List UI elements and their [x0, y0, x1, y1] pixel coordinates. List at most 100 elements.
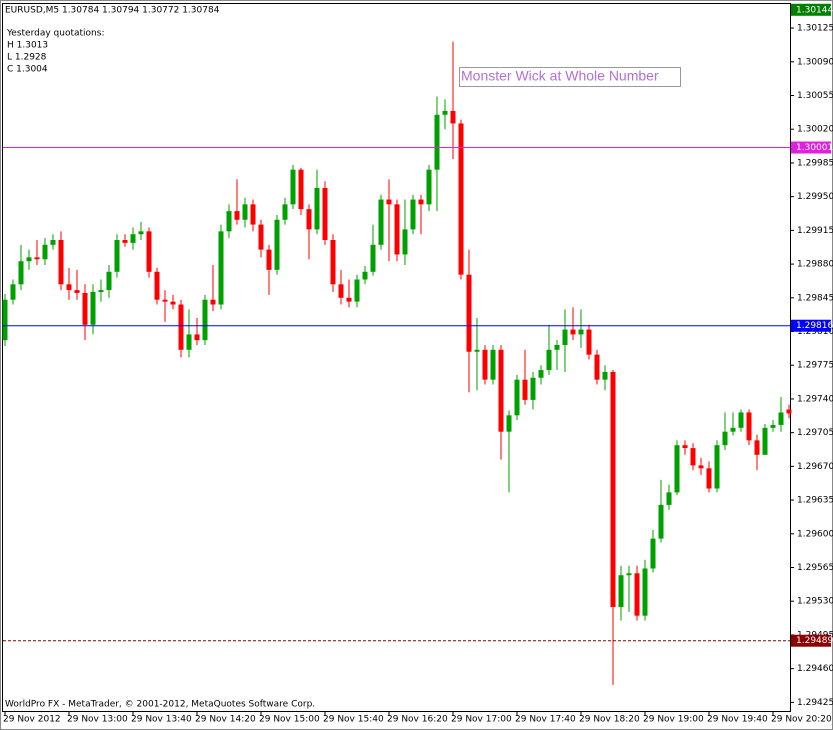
candle-body	[226, 211, 232, 232]
candle-body	[762, 427, 768, 455]
candle-body	[250, 204, 256, 225]
candle-body	[514, 379, 520, 416]
x-tick-label: 29 Nov 13:00	[67, 715, 128, 725]
candle-body	[10, 284, 16, 300]
price-level-label: 1.29816	[796, 321, 833, 331]
y-tick-label: 1.29600	[797, 529, 833, 539]
candle-body	[482, 349, 488, 380]
candle-body	[42, 244, 48, 260]
candle-body	[706, 468, 712, 489]
candle-body	[610, 371, 616, 608]
y-tick-label: 1.29670	[797, 462, 833, 472]
y-tick-label: 1.29880	[797, 260, 833, 270]
x-tick-label: 29 Nov 15:40	[323, 715, 384, 725]
candle-body	[122, 240, 128, 243]
candle-body	[618, 575, 624, 608]
y-tick-label: 1.29530	[797, 597, 833, 607]
candle-body	[18, 261, 24, 285]
candle-body	[650, 538, 656, 569]
candle-body	[538, 370, 544, 378]
y-tick-label: 1.29775	[797, 361, 833, 371]
price-level-box	[791, 319, 831, 332]
candle-body	[106, 271, 112, 291]
candle-body	[754, 440, 760, 455]
price-level-box	[791, 634, 831, 647]
candle-body	[778, 412, 784, 425]
y-tick-label: 1.30055	[797, 91, 833, 101]
candle-body	[90, 292, 96, 325]
candle-body	[218, 231, 224, 305]
y-tick-label: 1.29635	[797, 496, 833, 506]
candle-body	[242, 204, 248, 220]
candle-body	[378, 199, 384, 245]
candle-body	[362, 271, 368, 280]
candle-body	[194, 334, 200, 341]
candle-body	[642, 568, 648, 616]
candle-body	[458, 123, 464, 275]
candle-body	[546, 349, 552, 371]
x-tick-label: 29 Nov 15:00	[259, 715, 320, 725]
annotation-box	[459, 67, 681, 87]
price-level-box	[791, 141, 831, 154]
candle-body	[130, 234, 136, 243]
candle-body	[490, 349, 496, 380]
y-tick-label: 1.29985	[797, 158, 833, 168]
candle-body	[522, 379, 528, 400]
candle-body	[154, 271, 160, 300]
x-tick-label: 29 Nov 18:20	[579, 715, 640, 725]
candle-body	[210, 299, 216, 305]
x-tick-label: 29 Nov 14:20	[195, 715, 256, 725]
candle-body	[442, 110, 448, 115]
candle-body	[50, 240, 56, 245]
x-tick-label: 29 Nov 17:40	[515, 715, 576, 725]
y-tick-label: 1.30125	[797, 24, 833, 34]
candle-body	[330, 240, 336, 285]
candle-body	[274, 219, 280, 270]
candle-body	[506, 415, 512, 432]
candle-body	[178, 304, 184, 350]
x-tick-label: 29 Nov 20:20	[771, 715, 832, 725]
candle-body	[146, 231, 152, 272]
y-tick-label: 1.29950	[797, 192, 833, 202]
y-tick-label: 1.29705	[797, 428, 833, 438]
info-line: L 1.2928	[7, 53, 47, 63]
candle-body	[634, 573, 640, 616]
candle-body	[746, 412, 752, 441]
candle-body	[354, 279, 360, 302]
candle-body	[474, 349, 480, 352]
candle-body	[450, 110, 456, 124]
price-level-label: 1.30001	[796, 143, 833, 153]
candle-body	[690, 448, 696, 466]
info-line: H 1.3013	[7, 41, 48, 51]
candle-body	[586, 329, 592, 355]
y-tick-label: 1.29565	[797, 563, 833, 573]
candle-body	[570, 329, 576, 335]
candle-body	[402, 229, 408, 255]
y-tick-label: 1.29915	[797, 226, 833, 236]
price-level-label: 1.30144	[796, 5, 833, 15]
candle-body	[418, 199, 424, 205]
candle-body	[730, 427, 736, 432]
candle-body	[82, 292, 88, 325]
x-tick-label: 29 Nov 16:20	[387, 715, 448, 725]
x-tick-label: 29 Nov 19:40	[707, 715, 768, 725]
candle-body	[602, 371, 608, 380]
candle-body	[770, 424, 776, 428]
candle-body	[370, 244, 376, 272]
price-level-box	[791, 3, 831, 16]
candle-body	[666, 492, 672, 505]
candle-body	[426, 169, 432, 205]
annotation: Monster Wick at Whole Number	[461, 68, 659, 84]
candle-body	[266, 249, 272, 270]
candle-body	[658, 504, 664, 539]
candle-body	[114, 240, 120, 272]
candle-body	[674, 445, 680, 493]
candle-body	[202, 299, 208, 341]
candle-body	[410, 199, 416, 230]
candle-body	[314, 187, 320, 230]
x-tick-label: 29 Nov 19:00	[643, 715, 704, 725]
candle-body	[306, 209, 312, 230]
